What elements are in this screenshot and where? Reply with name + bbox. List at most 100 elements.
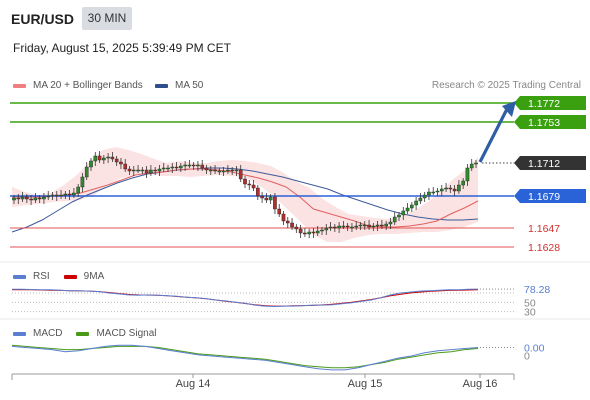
candle-body bbox=[29, 198, 33, 201]
candle bbox=[362, 221, 367, 230]
legend-swatch-9ma bbox=[63, 274, 77, 279]
candle bbox=[354, 221, 359, 230]
legend-swatch-ma20 bbox=[13, 83, 26, 88]
candle bbox=[174, 162, 179, 171]
candle-body bbox=[452, 188, 457, 192]
x-axis-label-2: Aug 16 bbox=[463, 378, 498, 390]
candle bbox=[414, 197, 418, 210]
candle bbox=[196, 161, 200, 171]
candle-body bbox=[315, 230, 320, 234]
candle bbox=[16, 194, 21, 204]
candle-body bbox=[234, 169, 239, 172]
candle-body bbox=[114, 158, 119, 163]
candle-body bbox=[204, 167, 209, 171]
candle bbox=[208, 166, 213, 175]
candle-body bbox=[290, 222, 294, 228]
candle bbox=[384, 221, 388, 230]
candle bbox=[76, 184, 80, 197]
candle-body bbox=[46, 195, 51, 198]
candle-body bbox=[127, 168, 132, 172]
rsi-tick-label-2: 30 bbox=[524, 307, 536, 319]
candle-body bbox=[187, 164, 192, 167]
candle-body bbox=[375, 224, 380, 227]
candle-body bbox=[341, 225, 346, 228]
candle-body bbox=[97, 155, 102, 161]
candle bbox=[191, 162, 196, 170]
level-label-3: 1.1679 bbox=[528, 191, 560, 203]
candle-body bbox=[350, 226, 354, 229]
candle-body bbox=[54, 194, 59, 197]
candle bbox=[170, 163, 175, 173]
candle bbox=[119, 158, 123, 169]
candle-body bbox=[384, 223, 388, 227]
legend-rsi: RSI 9MA bbox=[13, 271, 104, 282]
projection-arrow-head bbox=[502, 101, 516, 117]
candle-body bbox=[102, 157, 106, 161]
candle bbox=[247, 180, 252, 190]
candle bbox=[187, 160, 192, 168]
candle-body bbox=[397, 214, 401, 218]
candle bbox=[268, 194, 273, 204]
symbol-title: EUR/USD bbox=[11, 11, 75, 27]
candle-body bbox=[144, 169, 149, 174]
candle bbox=[397, 212, 401, 221]
candle bbox=[422, 192, 427, 202]
candle-body bbox=[84, 166, 89, 178]
candle bbox=[72, 188, 76, 198]
candle bbox=[435, 188, 440, 196]
candle-body bbox=[298, 228, 303, 234]
candle bbox=[298, 225, 303, 238]
candle-body bbox=[273, 196, 277, 210]
candle-body bbox=[294, 226, 299, 230]
legend-label-ma50: MA 50 bbox=[175, 80, 204, 91]
candle bbox=[251, 180, 256, 191]
candle-body bbox=[20, 196, 25, 200]
candle-body bbox=[371, 225, 376, 228]
candle bbox=[333, 224, 337, 232]
candle-body bbox=[110, 156, 115, 160]
candle bbox=[131, 166, 136, 176]
candle bbox=[277, 204, 282, 217]
candle-body bbox=[166, 167, 170, 170]
candle bbox=[380, 220, 384, 229]
candle bbox=[465, 164, 470, 186]
candle-body bbox=[89, 160, 93, 168]
candle-body bbox=[243, 178, 247, 185]
candle-body bbox=[72, 192, 76, 196]
candle-body bbox=[388, 221, 393, 225]
candle bbox=[461, 178, 465, 189]
candle-body bbox=[161, 167, 166, 170]
candle bbox=[136, 165, 140, 173]
ma50-line bbox=[11, 167, 479, 233]
candle-body bbox=[345, 225, 350, 228]
candle-body bbox=[251, 184, 256, 189]
candle-body bbox=[354, 225, 359, 228]
candle bbox=[238, 165, 243, 182]
candle-body bbox=[140, 169, 145, 172]
candle-body bbox=[435, 190, 440, 193]
level-tag-2 bbox=[514, 156, 586, 170]
candle bbox=[474, 160, 478, 168]
candle-body bbox=[238, 169, 243, 180]
level-label-0: 1.1772 bbox=[528, 98, 560, 110]
candle bbox=[243, 176, 247, 188]
candle bbox=[166, 165, 170, 172]
candle-body bbox=[16, 197, 21, 200]
candle-body bbox=[401, 210, 406, 216]
candle-body bbox=[153, 169, 157, 172]
candle bbox=[37, 195, 42, 203]
candle bbox=[42, 193, 46, 204]
candle-body bbox=[461, 180, 465, 186]
candle-body bbox=[422, 194, 427, 199]
candle-body bbox=[136, 169, 140, 172]
timeframe-badge[interactable]: 30 MIN bbox=[82, 7, 132, 30]
candle bbox=[341, 221, 346, 229]
candle-body bbox=[260, 195, 264, 199]
candle-body bbox=[191, 164, 196, 167]
candle-body bbox=[427, 191, 431, 196]
candle-body bbox=[200, 164, 205, 169]
candle-body bbox=[410, 204, 414, 209]
candle bbox=[80, 173, 85, 192]
candle bbox=[110, 152, 115, 162]
